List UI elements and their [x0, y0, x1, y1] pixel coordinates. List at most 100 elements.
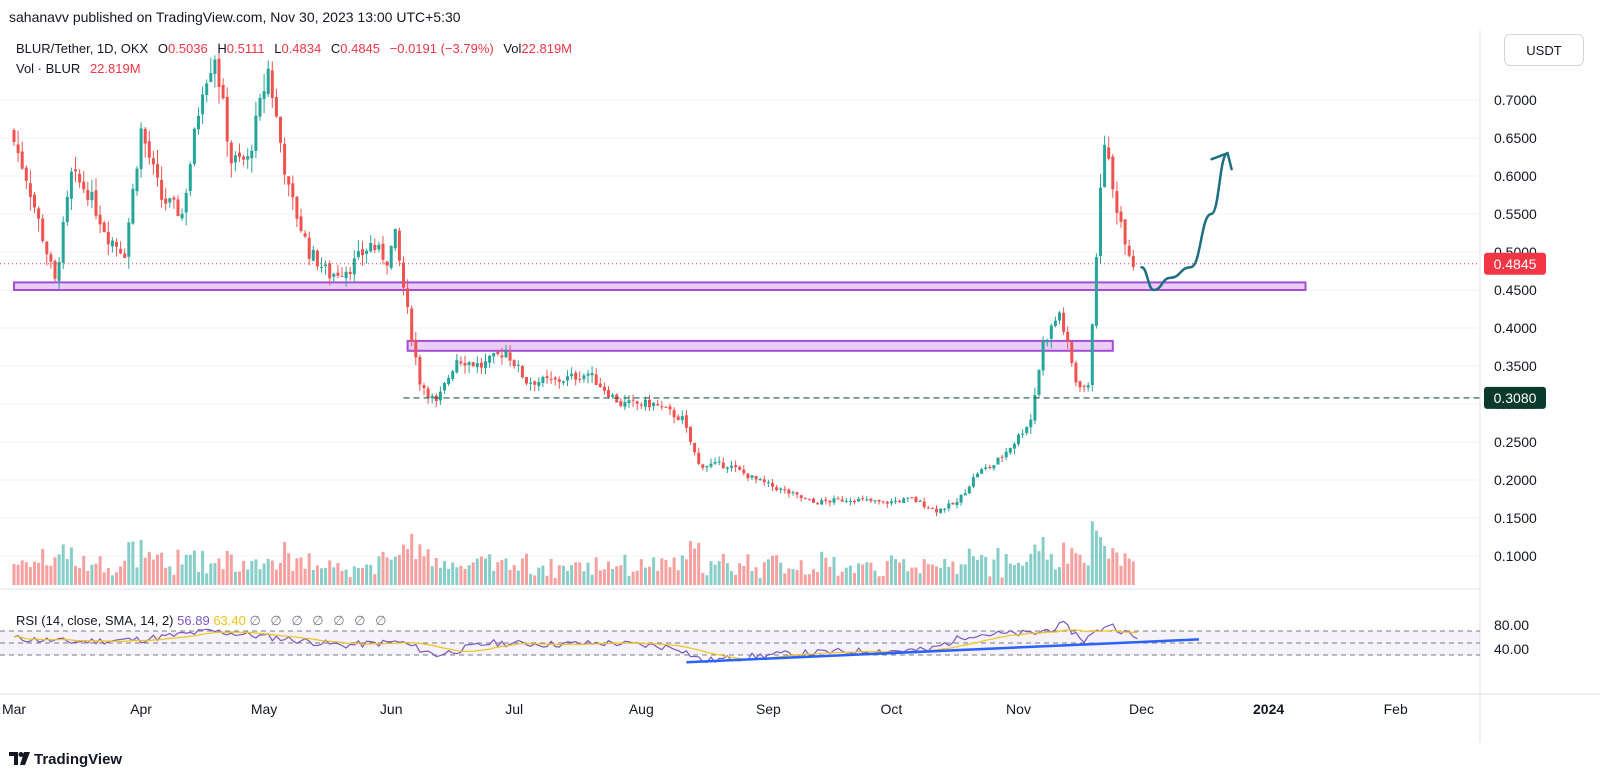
volume-bar [192, 550, 196, 585]
volume-bar [812, 569, 815, 585]
volume-bar [873, 570, 877, 585]
candle-body [611, 394, 615, 397]
candle-body [775, 487, 779, 491]
projection-arrowhead [1210, 151, 1233, 171]
volume-bar [205, 573, 209, 585]
candle-body [500, 355, 504, 358]
volume-bar [627, 575, 631, 585]
candle-body [1074, 362, 1078, 383]
volume-bar [828, 566, 832, 585]
candle-body [586, 373, 590, 376]
time-tick-label: Aug [629, 701, 654, 717]
candle-body [348, 271, 352, 275]
price-tick-label: 0.1500 [1494, 510, 1537, 526]
volume-bar [721, 553, 725, 585]
candle-body [188, 164, 192, 192]
candle-body [910, 497, 914, 499]
volume-bar [102, 572, 106, 585]
volume-bar [455, 567, 459, 585]
candle-body [627, 400, 631, 403]
volume-bar [287, 553, 291, 585]
candle-body [57, 261, 61, 281]
rsi-pane [0, 620, 1480, 664]
volume-bar [971, 556, 975, 585]
volume-bar [598, 570, 602, 585]
volume-bar [402, 544, 405, 585]
candle-body [1115, 191, 1119, 214]
volume-bar [758, 578, 762, 585]
candle-body [246, 156, 250, 160]
candle-body [192, 128, 196, 164]
low-value: 0.4834 [281, 41, 322, 56]
currency-unit-button[interactable]: USDT [1504, 34, 1584, 66]
candle-body [959, 494, 963, 503]
candle-body [283, 143, 287, 175]
time-tick-label: Apr [130, 701, 152, 717]
volume-bar [127, 542, 131, 585]
volume-bar [725, 563, 729, 585]
candle-body [422, 385, 426, 388]
volume-bar [49, 565, 53, 585]
candle-body [992, 465, 996, 469]
candle-body [98, 214, 102, 225]
volume-bar [664, 559, 668, 585]
candle-body [652, 402, 656, 407]
volume-bar [98, 556, 102, 585]
volume-bar [295, 558, 299, 585]
candle-body [504, 351, 508, 358]
candle-body [766, 482, 770, 484]
volume-bar [705, 575, 709, 585]
candle-body [848, 500, 852, 502]
volume-bar [676, 570, 680, 585]
candle-body [82, 181, 86, 190]
candle-body [1049, 325, 1053, 339]
candle-body [762, 479, 766, 483]
volume-bar [389, 559, 393, 585]
candle-body [738, 466, 742, 470]
candle-body [1037, 369, 1041, 395]
candle-body [1082, 385, 1086, 387]
candle-body [1012, 443, 1016, 449]
candle-body [324, 264, 328, 267]
candle-body [758, 478, 762, 481]
candle-body [438, 391, 442, 401]
volume-bar [33, 561, 36, 585]
projection-curve [1140, 151, 1229, 292]
candle-body [705, 465, 709, 468]
candle-body [250, 150, 254, 159]
candle-body [807, 498, 811, 500]
chart-canvas[interactable]: 0.70000.65000.60000.55000.50000.45000.40… [0, 0, 1600, 742]
volume-bar [115, 572, 118, 585]
volume-bar [164, 567, 168, 585]
candle-body [86, 190, 90, 200]
volume-bar [959, 564, 963, 585]
volume-bar [1086, 565, 1090, 585]
candle-body [463, 363, 467, 366]
price-tick-label: 0.5500 [1494, 206, 1537, 222]
volume-bar [1090, 521, 1094, 585]
candle-body [377, 244, 381, 250]
candle-body [1086, 385, 1090, 388]
candle-body [389, 245, 393, 268]
candle-body [344, 271, 348, 279]
candle-body [328, 263, 332, 279]
candle-body [131, 188, 135, 224]
candle-body [74, 169, 77, 172]
volume-bar [443, 560, 446, 585]
volume-bar [1082, 562, 1086, 585]
time-tick-label: Dec [1129, 701, 1154, 717]
candle-body [176, 199, 180, 217]
candle-body [918, 500, 922, 502]
volume-bar [1037, 551, 1041, 585]
candle-body [447, 377, 451, 385]
volume-bar [135, 567, 139, 585]
volume-bar [779, 562, 783, 585]
volume-bar [631, 571, 635, 585]
candle-body [869, 498, 873, 502]
volume-bar [1058, 567, 1061, 585]
candle-body [980, 469, 984, 474]
candle-body [861, 498, 865, 500]
candle-body [1070, 342, 1074, 364]
volume-bar [943, 558, 947, 585]
volume-bar [557, 565, 561, 585]
